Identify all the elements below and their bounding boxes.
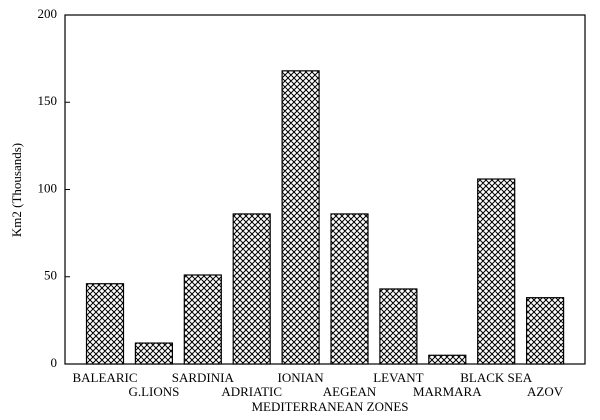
- x-tick-label: BALEARIC: [73, 370, 138, 385]
- bar: [134, 342, 173, 365]
- x-tick-label: G.LIONS: [128, 384, 179, 399]
- x-tick-label: LEVANT: [373, 370, 423, 385]
- bar: [232, 213, 271, 365]
- bar: [183, 274, 222, 365]
- y-tick-label: 150: [38, 93, 58, 108]
- bar: [428, 354, 467, 365]
- y-axis-label: Km2 (Thousands): [9, 143, 24, 237]
- x-tick-label: IONIAN: [277, 370, 324, 385]
- x-tick-label: SARDINIA: [172, 370, 235, 385]
- x-axis-label: MEDITERRANEAN ZONES: [251, 399, 408, 414]
- y-tick-label: 50: [44, 268, 57, 283]
- x-tick-label: MARMARA: [413, 384, 482, 399]
- y-tick-label: 200: [38, 6, 58, 21]
- x-tick-label: AEGEAN: [323, 384, 377, 399]
- x-tick-label: BLACK SEA: [460, 370, 532, 385]
- y-tick-label: 100: [38, 180, 58, 195]
- y-tick-label: 0: [51, 355, 58, 370]
- bar: [525, 297, 565, 365]
- x-tick-label: AZOV: [527, 384, 564, 399]
- x-tick-label: ADRIATIC: [221, 384, 282, 399]
- bar: [281, 70, 320, 365]
- bar: [330, 213, 369, 365]
- bar: [379, 288, 418, 365]
- bar: [85, 283, 125, 365]
- bar: [477, 178, 516, 365]
